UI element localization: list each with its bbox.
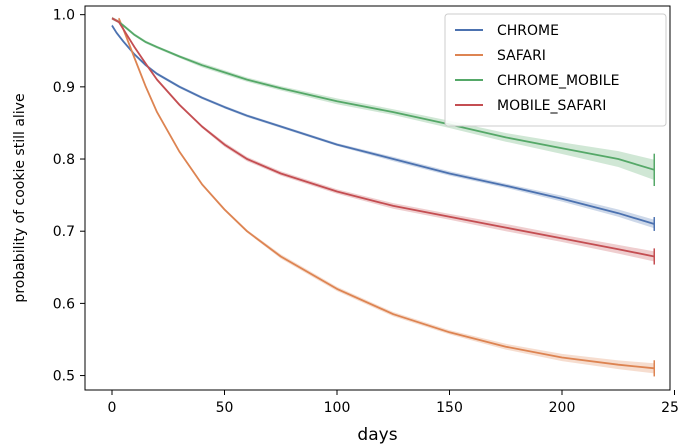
- y-tick-label: 0.9: [53, 80, 75, 96]
- legend-label: SAFARI: [497, 48, 546, 64]
- y-tick-label: 0.5: [53, 369, 75, 385]
- x-tick-label: 150: [436, 400, 463, 416]
- y-tick-label: 0.8: [53, 152, 75, 168]
- legend-label: CHROME_MOBILE: [497, 73, 619, 89]
- legend-label: CHROME: [497, 23, 559, 39]
- y-axis-ticks: 0.5 0.6 0.7 0.8 0.9 1.0: [53, 8, 85, 385]
- x-tick-label: 100: [324, 400, 351, 416]
- y-tick-label: 0.7: [53, 224, 75, 240]
- series-lines: [111, 17, 655, 377]
- series-line-mobile-safari: [111, 17, 655, 258]
- x-tick-label: 50: [216, 400, 234, 416]
- x-axis-ticks: 0 50 100 150 200 250: [108, 390, 678, 416]
- x-tick-label: 0: [108, 400, 117, 416]
- y-tick-label: 0.6: [53, 296, 75, 312]
- legend-label: MOBILE_SAFARI: [497, 98, 606, 114]
- legend: CHROME SAFARI CHROME_MOBILE MOBILE_SAFARI: [444, 13, 667, 127]
- x-tick-label: 250: [661, 400, 678, 416]
- y-tick-label: 1.0: [53, 8, 75, 24]
- y-axis-label: probability of cookie still alive: [12, 93, 28, 302]
- x-tick-label: 200: [549, 400, 576, 416]
- series-line-safari: [117, 17, 655, 370]
- series-line-chrome-mobile: [111, 17, 655, 171]
- x-axis-label: days: [357, 425, 397, 445]
- plot-frame: [84, 5, 671, 391]
- legend-box: [444, 13, 667, 127]
